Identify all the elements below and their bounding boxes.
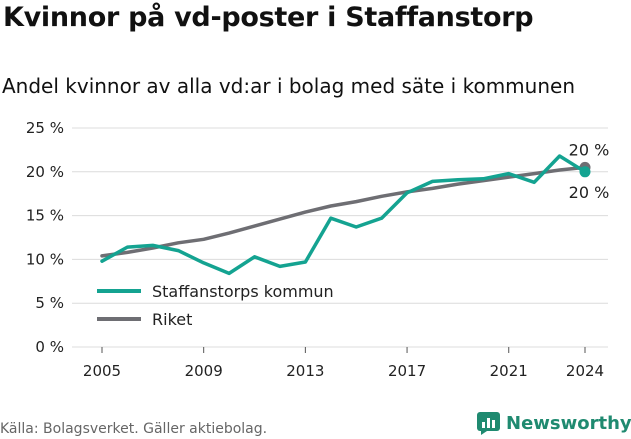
- x-tick-label: 2021: [490, 362, 528, 380]
- y-tick-label: 10 %: [26, 250, 64, 268]
- x-tick-label: 2024: [566, 362, 604, 380]
- y-tick-label: 20 %: [26, 163, 64, 181]
- x-tick-label: 2005: [83, 362, 121, 380]
- x-tick-label: 2017: [388, 362, 426, 380]
- brand-name: Newsworthy: [506, 412, 631, 434]
- series-line: [100, 165, 587, 258]
- page-subtitle: Andel kvinnor av alla vd:ar i bolag med …: [2, 74, 575, 98]
- page-title: Kvinnor på vd-poster i Staffanstorp: [3, 2, 534, 33]
- y-axis: 0 % 5 % 10 % 15 % 20 % 25 %: [26, 119, 64, 356]
- x-axis: 2005 2009 2013 2017 2021 2024: [83, 347, 604, 380]
- brand: Newsworthy: [477, 410, 631, 436]
- legend-label: Riket: [152, 310, 192, 329]
- end-label-kommun: 20 %: [569, 183, 610, 202]
- grid-lines: [72, 127, 608, 348]
- end-point-marker: [579, 166, 591, 178]
- y-tick-label: 15 %: [26, 207, 64, 225]
- y-tick-label: 25 %: [26, 119, 64, 137]
- y-tick-label: 0 %: [35, 338, 64, 356]
- end-label-riket: 20 %: [569, 140, 610, 159]
- series-lines: [100, 154, 591, 276]
- legend: Staffanstorps kommun Riket: [97, 282, 334, 329]
- legend-label: Staffanstorps kommun: [152, 282, 334, 301]
- line-chart: 0 %5 %10 %15 %20 %25 % 2005 2009 2013 2017 2…: [26, 119, 610, 380]
- newsworthy-logo-icon: [477, 411, 500, 435]
- series-line: [100, 154, 587, 276]
- x-tick-label: 2013: [286, 362, 324, 380]
- end-labels: 20 % 20 %: [569, 140, 610, 201]
- y-tick-label: 5 %: [35, 294, 64, 312]
- source-note: Källa: Bolagsverket. Gäller aktiebolag.: [0, 421, 268, 437]
- x-tick-label: 2009: [185, 362, 223, 380]
